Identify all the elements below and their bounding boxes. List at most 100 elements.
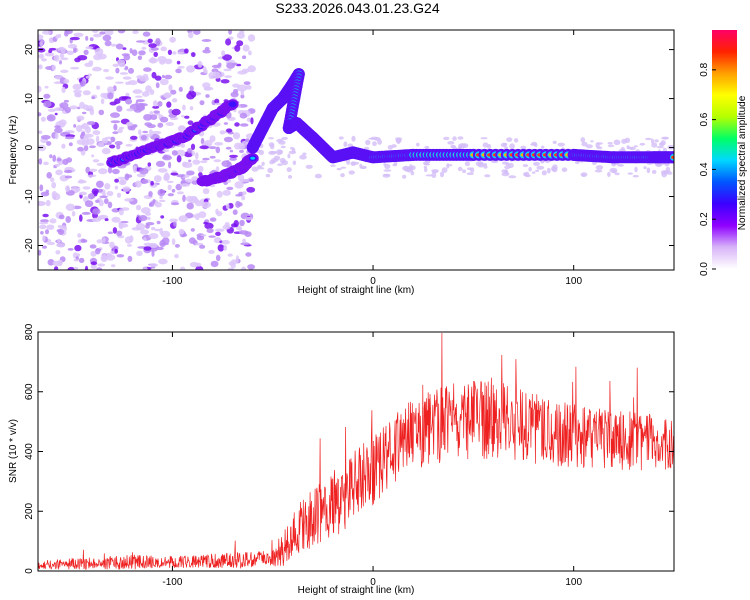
spectrogram-noise-cell (531, 141, 538, 146)
spectrogram-noise-cell (222, 224, 231, 230)
spectrogram-noise-cell (199, 145, 209, 150)
spectrogram-noise-cell (53, 54, 60, 62)
spectrogram-noise-cell (383, 163, 387, 166)
spectrogram-noise-cell (466, 167, 473, 171)
spectrogram-noise-cell (159, 199, 166, 203)
spectrogram-noise-cell (176, 155, 182, 163)
spectrogram-noise-cell (135, 101, 139, 107)
spectrogram-noise-cell (67, 44, 78, 49)
spectrogram-noise-cell (67, 248, 74, 251)
spectrogram-noise-cell (145, 222, 155, 226)
spectrogram-lower-ridge (250, 156, 256, 160)
spectrogram-noise-cell (270, 143, 275, 150)
spectrogram-noise-cell (77, 233, 82, 238)
spectrogram-noise-cell (169, 218, 179, 223)
spectrogram-noise-cell (148, 191, 153, 197)
spectrogram-noise-cell (84, 200, 94, 208)
spectrogram-noise-cell (182, 104, 186, 111)
spectrogram-noise-cell (237, 70, 248, 75)
spectrogram-noise-cell (244, 138, 250, 143)
spectrogram-noise-cell (482, 142, 489, 148)
spectrogram-noise-cell (195, 265, 204, 270)
x-tick-label: 0 (370, 577, 376, 588)
spectrogram-noise-cell (201, 39, 212, 42)
spectrogram-noise-cell (190, 91, 197, 98)
spectrogram-noise-cell (125, 174, 133, 178)
spectrogram-noise-cell (129, 235, 134, 243)
spectrogram-noise-cell (541, 170, 547, 176)
spectrogram-noise-cell (169, 36, 176, 43)
x-tick-label: -100 (162, 276, 182, 287)
spectrogram-noise-cell (172, 51, 177, 55)
spectrogram-noise-cell (246, 186, 256, 193)
spectrogram-noise-cell (122, 47, 127, 50)
spectrogram-noise-cell (151, 250, 155, 257)
spectrogram-noise-cell (387, 145, 393, 150)
spectrogram-noise-cell (78, 257, 85, 263)
spectrogram-noise-cell (138, 215, 148, 222)
spectrogram-noise-cell (452, 136, 457, 141)
spectrogram-noise-cell (40, 135, 51, 140)
spectrogram-noise-cell (200, 137, 205, 145)
spectrogram-noise-cell (121, 53, 130, 57)
spectrogram-noise-cell (69, 36, 80, 41)
spectrogram-noise-cell (614, 172, 620, 176)
spectrogram-noise-cell (299, 154, 307, 160)
spectrogram-noise-cell (336, 167, 342, 171)
spectrogram-noise-cell (80, 80, 86, 87)
spectrogram-noise-cell (225, 203, 230, 210)
spectrogram-noise-cell (43, 161, 49, 166)
spectrogram-noise-cell (90, 261, 98, 266)
spectrogram-noise-cell (65, 30, 70, 33)
spectrogram-noise-cell (97, 142, 105, 148)
spectrogram-noise-cell (153, 51, 158, 58)
spectrogram-noise-cell (132, 165, 137, 173)
spectrogram-noise-cell (54, 112, 58, 116)
y-tick-label: 400 (24, 443, 35, 460)
spectrogram-noise-cell (595, 142, 600, 149)
spectrogram-noise-cell (38, 112, 42, 117)
spectrogram-noise-cell (47, 108, 56, 113)
spectrogram-noise-cell (111, 264, 116, 268)
spectrogram-noise-cell (51, 191, 58, 198)
spectrogram-noise-cell (176, 191, 184, 195)
spectrogram-noise-cell (110, 136, 116, 143)
spectrogram-noise-cell (141, 46, 147, 50)
spectrogram-noise-cell (63, 169, 73, 174)
spectrogram-noise-cell (152, 105, 160, 109)
spectrogram-noise-cell (38, 53, 45, 59)
spectrogram-noise-cell (148, 233, 159, 239)
spectrogram-noise-cell (132, 30, 139, 34)
spectrogram-noise-cell (88, 60, 94, 65)
spectrogram-noise-cell (216, 211, 223, 217)
spectrogram-noise-cell (44, 85, 49, 89)
spectrogram-noise-cell (46, 114, 56, 122)
spectrogram-noise-cell (260, 167, 265, 170)
spectrogram-noise-cell (95, 135, 100, 143)
spectrogram-noise-cell (49, 154, 53, 159)
spectrogram-noise-cell (250, 117, 254, 125)
spectrogram-noise-cell (574, 160, 580, 165)
spectrogram-noise-cell (59, 102, 69, 109)
spectrogram-noise-cell (42, 235, 46, 242)
spectrogram-noise-cell (205, 94, 210, 98)
spectrogram-noise-cell (190, 228, 195, 232)
spectrogram-noise-cell (89, 244, 97, 249)
spectrogram-noise-cell (372, 141, 377, 147)
spectrogram-noise-cell (245, 216, 253, 221)
spectrogram-noise-cell (100, 98, 105, 105)
spectrogram-noise-cell (278, 140, 286, 145)
spectrogram-noise-cell (161, 237, 170, 245)
spectrogram-noise-cell (167, 49, 172, 55)
spectrogram-noise-cell (56, 243, 66, 248)
spectrogram-noise-cell (143, 237, 147, 242)
spectrogram-noise-cell (166, 101, 172, 108)
spectrogram-noise-cell (177, 66, 185, 69)
spectrogram-frame (37, 29, 675, 271)
spectrogram-noise-cell (116, 144, 121, 150)
spectrogram-noise-cell (64, 136, 75, 140)
spectrogram-noise-cell (424, 145, 430, 150)
spectrogram-noise-cell (221, 160, 231, 167)
spectrogram-noise-cell (338, 136, 344, 140)
